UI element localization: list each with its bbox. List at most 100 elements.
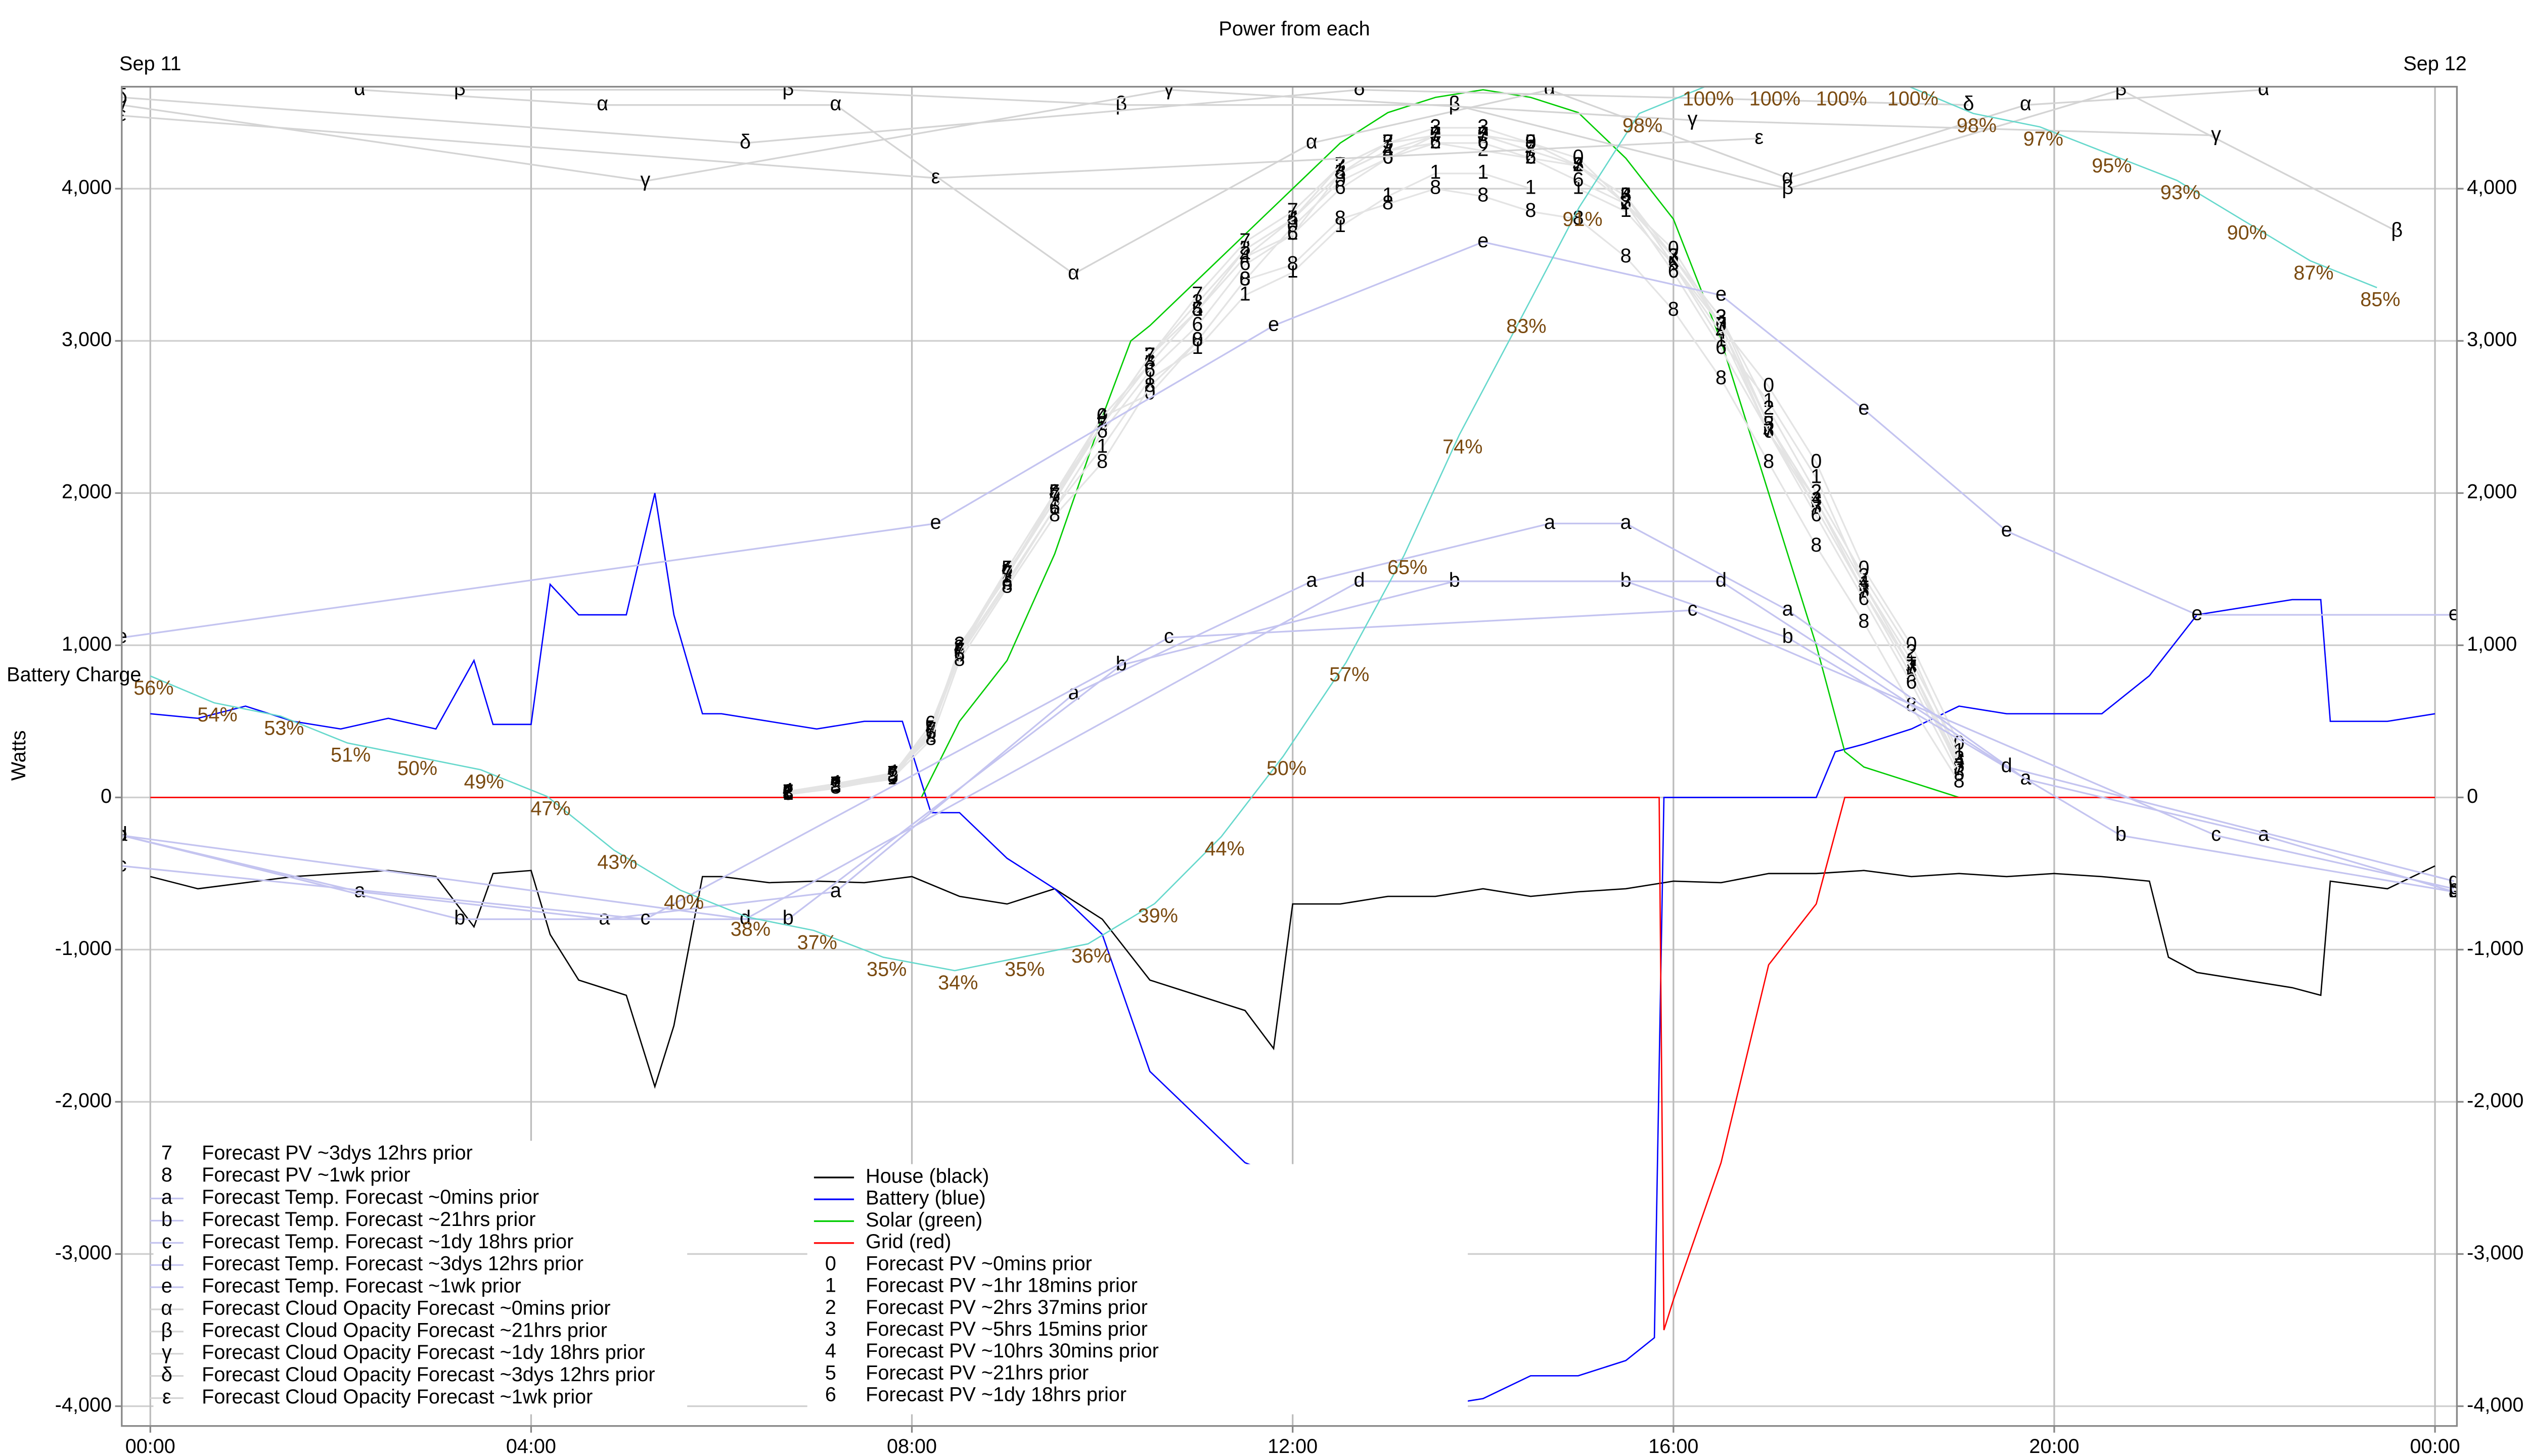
legend-label: Grid (red)	[866, 1231, 951, 1253]
series-marker: 7	[1335, 154, 1346, 176]
series-marker: 8	[830, 776, 841, 798]
series-marker: b	[116, 823, 127, 845]
y-tick-label: 1,000	[62, 633, 112, 655]
series-marker: 5	[1192, 298, 1203, 321]
series-marker: 7	[1716, 313, 1727, 336]
y-tick-label-right: 4,000	[2467, 176, 2517, 199]
x-tick-label: 16:00	[1648, 1435, 1698, 1456]
value-label: 100%	[1749, 87, 1800, 110]
value-label: 83%	[1506, 315, 1546, 338]
series-marker: α	[1068, 261, 1079, 284]
series-marker: 5	[830, 773, 841, 795]
series-marker: a	[2449, 879, 2460, 901]
legend-marker: 3	[825, 1318, 836, 1340]
y-tick-label: -3,000	[55, 1242, 112, 1264]
series-marker: 2	[1287, 222, 1298, 244]
value-label: 50%	[1267, 757, 1306, 780]
series-marker: 1	[1477, 161, 1488, 184]
series-marker: δ	[1353, 77, 1365, 100]
value-label: 49%	[464, 770, 504, 793]
series-line	[121, 115, 1759, 179]
legend-marker: e	[161, 1275, 172, 1297]
series-marker: 3	[783, 781, 794, 803]
series-marker: α	[2258, 77, 2270, 100]
value-label: 100%	[1683, 87, 1734, 110]
value-label: 95%	[2092, 155, 2132, 177]
date-annotation: Sep 12	[2403, 53, 2466, 75]
x-tick-label: 04:00	[506, 1435, 556, 1456]
series-marker: 8	[1002, 575, 1013, 597]
series-marker: 8	[1144, 374, 1155, 396]
legend-label: Forecast Cloud Opacity Forecast ~1dy 18h…	[202, 1341, 645, 1363]
series-marker: a	[116, 823, 128, 845]
series-marker: 8	[1382, 192, 1393, 214]
x-tick-label: 00:00	[125, 1435, 175, 1456]
value-label: 100%	[1816, 87, 1867, 110]
chart-title: Power from each	[1218, 18, 1370, 40]
series-marker: 7	[1477, 123, 1488, 145]
series-marker: b	[1620, 569, 1632, 591]
value-label: 37%	[797, 931, 837, 953]
value-label: 53%	[264, 717, 304, 739]
legend-label: Forecast Temp. Forecast ~3dys 12hrs prio…	[202, 1253, 583, 1275]
series-marker: b	[1449, 569, 1460, 591]
series-marker: 5	[1477, 123, 1488, 145]
series-marker: 3	[1430, 115, 1441, 138]
series-marker: γ	[2211, 123, 2221, 145]
series-marker: 8	[925, 727, 936, 749]
series-marker: 6	[1668, 260, 1679, 282]
series-marker: γ	[1164, 77, 1174, 100]
legend-marker: α	[161, 1297, 172, 1319]
series-marker: 8	[1763, 450, 1774, 473]
series-marker: β	[2115, 77, 2127, 100]
y-tick-label: 2,000	[62, 481, 112, 503]
value-label: 50%	[397, 757, 437, 780]
series-marker: 7	[1240, 230, 1251, 252]
series-marker: 6	[1287, 222, 1298, 244]
y-tick-label: -4,000	[55, 1394, 112, 1416]
series-marker: 2	[1573, 154, 1584, 176]
series-marker: 1	[1097, 435, 1108, 457]
series-marker: 8	[1573, 207, 1584, 229]
series-marker: a	[1544, 511, 1556, 533]
series-marker: 6	[1335, 176, 1346, 199]
y-axis-label: Watts	[8, 731, 30, 781]
series-marker: 7	[830, 773, 841, 795]
legend-marker: a	[161, 1186, 173, 1208]
value-label: 40%	[664, 891, 704, 914]
series-marker: 6	[1097, 420, 1108, 442]
series-marker: 1	[1335, 214, 1346, 237]
series-marker: e	[1716, 283, 1727, 305]
series-marker: a	[1782, 598, 1794, 620]
series-line	[121, 88, 1969, 144]
series-line	[788, 134, 1960, 794]
series-marker: e	[2449, 603, 2460, 625]
series-marker: d	[1353, 569, 1365, 591]
series-marker: 8	[1858, 610, 1869, 632]
series-marker: e	[930, 511, 941, 533]
series-marker: 8	[1477, 184, 1488, 206]
legend-label: Forecast PV ~0mins prior	[866, 1252, 1092, 1275]
series-marker: 8	[1097, 450, 1108, 473]
series-marker: e	[2001, 519, 2012, 541]
series-marker: 1	[783, 782, 794, 804]
series-marker: 2	[783, 781, 794, 803]
value-label: 43%	[597, 851, 637, 873]
series-marker: δ	[1963, 93, 1974, 115]
series-marker: 5	[1954, 755, 1965, 777]
series-marker: 6	[1573, 169, 1584, 191]
series-marker: 3	[1477, 115, 1488, 138]
value-label: 47%	[530, 797, 570, 820]
series-marker: 8	[1049, 504, 1060, 526]
series-marker: ε	[117, 103, 126, 125]
series-name: Battery Charge	[7, 664, 141, 686]
series-marker: 4	[783, 779, 794, 801]
series-marker: 6	[1192, 313, 1203, 336]
legend-marker: 6	[825, 1384, 836, 1406]
series-marker: 4	[1335, 161, 1346, 184]
series-line	[121, 609, 2455, 920]
legend-label: Forecast PV ~1hr 18mins prior	[866, 1275, 1138, 1297]
value-label: 97%	[2023, 128, 2063, 150]
series-marker: d	[740, 907, 751, 929]
series-marker: 6	[783, 781, 794, 803]
